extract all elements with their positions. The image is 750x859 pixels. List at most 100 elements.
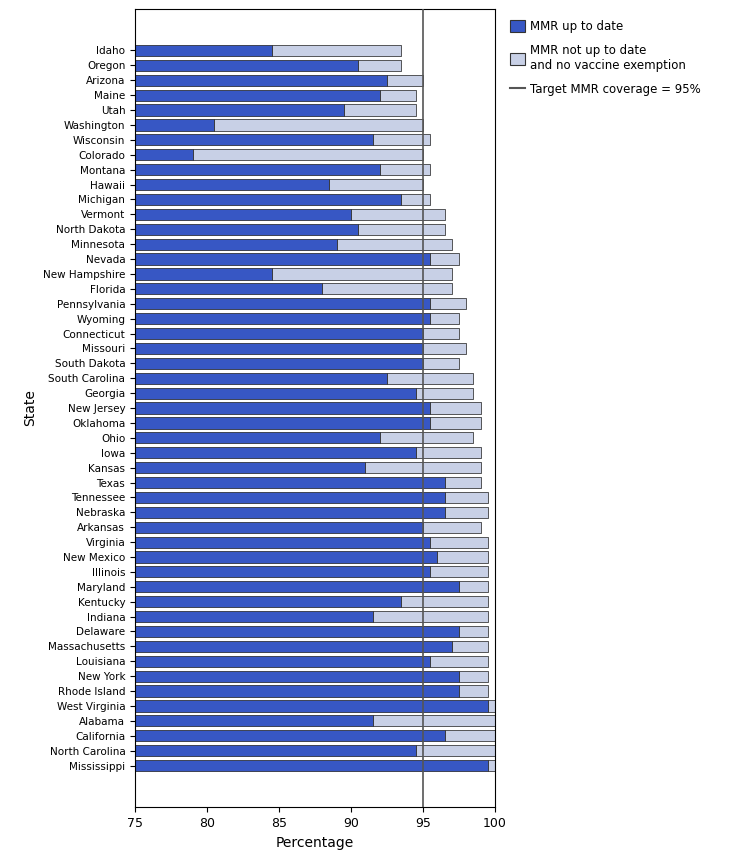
Bar <box>135 328 423 339</box>
Bar <box>135 507 445 518</box>
Bar <box>488 700 495 711</box>
Bar <box>135 298 430 309</box>
Bar <box>135 745 416 756</box>
Bar <box>135 685 459 697</box>
Bar <box>135 119 214 131</box>
Legend: MMR up to date, MMR not up to date
and no vaccine exemption, Target MMR coverage: MMR up to date, MMR not up to date and n… <box>505 15 707 101</box>
Bar <box>135 551 437 563</box>
Bar <box>445 492 488 503</box>
Bar <box>135 402 430 414</box>
Bar <box>135 387 416 399</box>
Bar <box>416 745 495 756</box>
Bar <box>445 477 481 488</box>
Y-axis label: State: State <box>23 390 38 426</box>
Bar <box>423 328 459 339</box>
Bar <box>401 596 488 607</box>
Bar <box>135 149 193 161</box>
Bar <box>135 521 423 533</box>
Bar <box>437 551 488 563</box>
Bar <box>430 417 481 429</box>
Bar <box>135 373 387 384</box>
Bar <box>459 582 488 593</box>
Bar <box>214 119 423 131</box>
Bar <box>373 611 488 622</box>
Bar <box>135 209 351 220</box>
Bar <box>373 134 430 145</box>
Bar <box>135 716 373 727</box>
Bar <box>135 596 401 607</box>
Bar <box>135 134 373 145</box>
Bar <box>135 194 401 205</box>
Bar <box>387 373 473 384</box>
Bar <box>135 105 344 116</box>
Bar <box>135 730 445 741</box>
Bar <box>416 448 481 459</box>
Bar <box>430 655 488 667</box>
Bar <box>135 253 430 265</box>
Bar <box>135 492 445 503</box>
Bar <box>135 179 329 190</box>
Bar <box>135 60 358 71</box>
Bar <box>135 164 380 175</box>
Bar <box>387 75 423 86</box>
Bar <box>135 655 430 667</box>
Bar <box>135 357 423 369</box>
Bar <box>135 582 459 593</box>
Bar <box>135 537 430 548</box>
Bar <box>135 448 416 459</box>
Bar <box>135 671 459 682</box>
Bar <box>423 521 481 533</box>
Bar <box>337 239 452 250</box>
Bar <box>459 671 488 682</box>
Bar <box>135 417 430 429</box>
Bar <box>430 402 481 414</box>
Bar <box>488 760 502 771</box>
Bar <box>135 566 430 577</box>
Bar <box>380 89 416 101</box>
Bar <box>430 537 488 548</box>
Bar <box>135 432 380 443</box>
Bar <box>351 209 445 220</box>
Bar <box>135 313 430 324</box>
Bar <box>373 716 495 727</box>
Bar <box>135 700 488 711</box>
Bar <box>358 223 445 235</box>
Bar <box>401 194 430 205</box>
Bar <box>272 268 452 279</box>
Bar <box>423 343 466 354</box>
Bar <box>135 477 445 488</box>
Bar <box>430 298 466 309</box>
Bar <box>380 432 473 443</box>
Bar <box>423 357 459 369</box>
Bar <box>430 313 459 324</box>
Bar <box>272 45 401 56</box>
Bar <box>344 105 416 116</box>
Bar <box>135 626 459 637</box>
Bar <box>135 239 337 250</box>
Bar <box>193 149 423 161</box>
Bar <box>365 462 481 473</box>
X-axis label: Percentage: Percentage <box>276 836 354 850</box>
Bar <box>445 730 495 741</box>
Bar <box>135 462 365 473</box>
Bar <box>445 507 488 518</box>
Bar <box>459 685 488 697</box>
Bar <box>416 387 473 399</box>
Bar <box>358 60 401 71</box>
Bar <box>430 566 488 577</box>
Bar <box>135 89 380 101</box>
Bar <box>329 179 423 190</box>
Bar <box>322 283 452 295</box>
Bar <box>380 164 430 175</box>
Bar <box>135 283 322 295</box>
Bar <box>459 626 488 637</box>
Bar <box>135 641 452 652</box>
Bar <box>452 641 488 652</box>
Bar <box>135 760 488 771</box>
Bar <box>135 45 272 56</box>
Bar <box>135 611 373 622</box>
Bar <box>135 223 358 235</box>
Bar <box>135 268 272 279</box>
Bar <box>430 253 459 265</box>
Bar <box>135 75 387 86</box>
